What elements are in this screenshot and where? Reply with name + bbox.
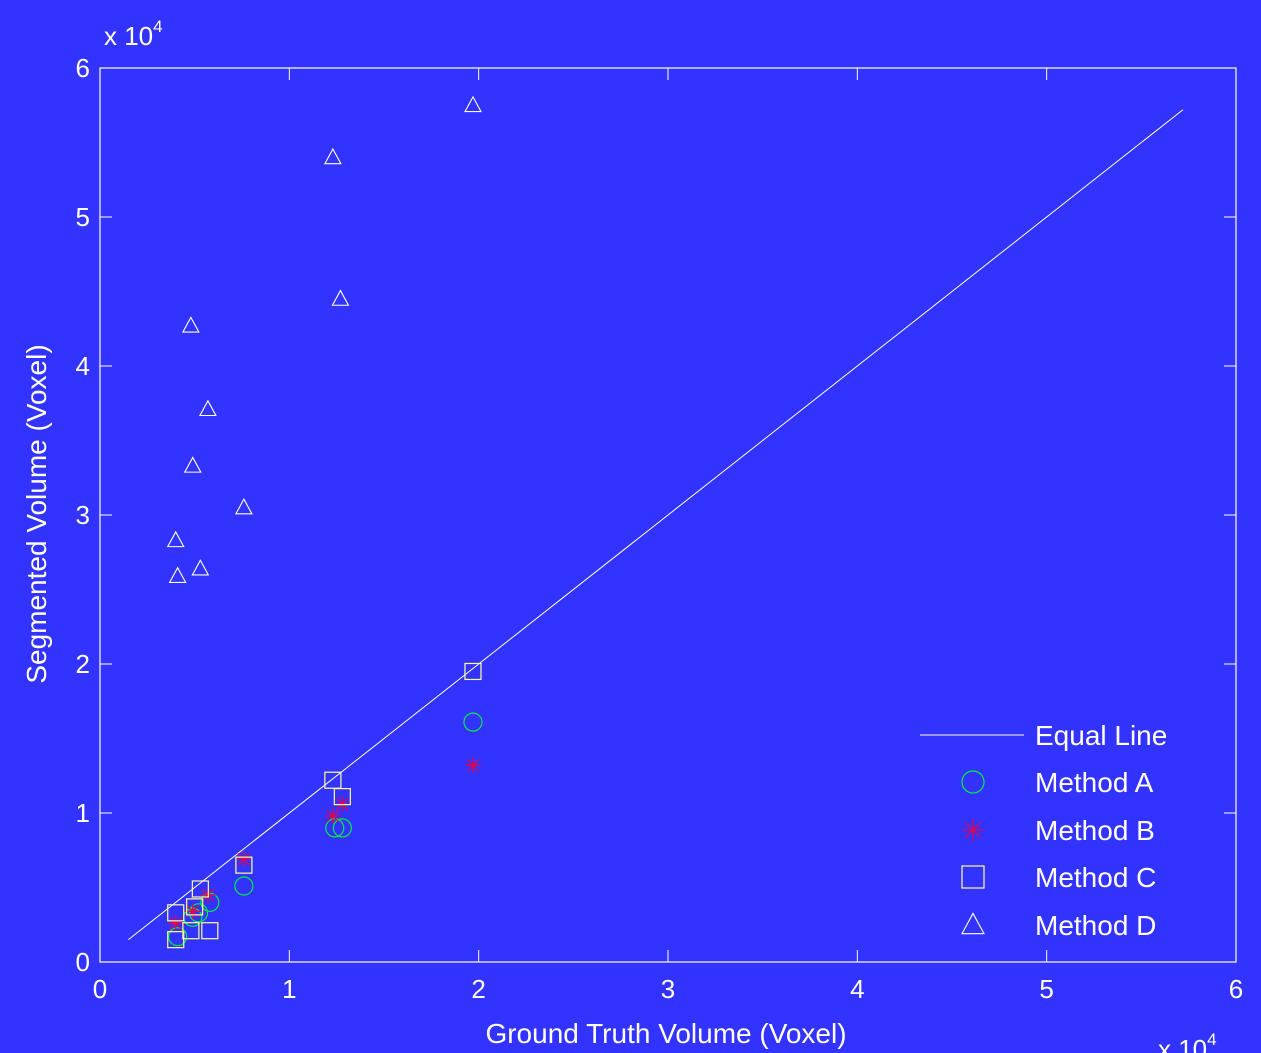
point-method-d <box>181 316 200 333</box>
point-method-c <box>186 898 204 916</box>
point-method-c <box>464 662 482 681</box>
point-method-c <box>235 856 253 874</box>
y-axis-label: Segmented Volume (Voxel) <box>21 344 52 683</box>
point-method-d <box>331 289 350 306</box>
y-tick-labels: 0 1 2 3 4 5 6 <box>76 53 90 977</box>
y-tick-label: 3 <box>76 500 90 530</box>
x-axis-multiplier: x 104 <box>1158 1030 1217 1053</box>
x-tick-label: 2 <box>471 974 485 1004</box>
point-method-c <box>167 904 185 922</box>
x-tick-label: 4 <box>850 974 864 1004</box>
point-method-a <box>332 818 352 838</box>
point-method-d <box>183 456 202 473</box>
legend-swatch-method-d <box>961 912 985 935</box>
legend-label: Method B <box>1035 815 1155 846</box>
x-axis-label: Ground Truth Volume (Voxel) <box>485 1018 846 1049</box>
y-tick-label: 1 <box>76 798 90 828</box>
point-method-b <box>324 807 341 824</box>
legend-swatch-method-a <box>961 770 985 794</box>
x-tick-label: 5 <box>1039 974 1053 1004</box>
y-tick-label: 6 <box>76 53 90 83</box>
point-method-c <box>191 880 209 898</box>
point-method-a <box>234 876 254 896</box>
point-method-c <box>324 771 342 789</box>
equal-line <box>128 109 1184 941</box>
y-axis-multiplier: x 104 <box>104 17 163 51</box>
x-tick-label: 1 <box>282 974 296 1004</box>
point-method-c <box>182 922 200 940</box>
legend-label: Equal Line <box>1035 720 1167 751</box>
x-tick-label: 6 <box>1229 974 1243 1004</box>
y-tick-label: 0 <box>76 947 90 977</box>
point-method-d <box>166 530 185 548</box>
point-method-a <box>168 927 188 947</box>
point-method-a <box>463 712 483 732</box>
point-method-c <box>167 931 185 949</box>
point-method-d <box>168 566 187 583</box>
x-tick-labels: 0 1 2 3 4 5 6 <box>93 974 1243 1004</box>
point-method-d <box>198 399 217 417</box>
point-method-d <box>464 95 482 113</box>
x-tick-label: 0 <box>93 974 107 1004</box>
point-method-b <box>464 757 481 774</box>
point-method-c <box>201 922 219 940</box>
axis-ticks <box>99 67 1237 963</box>
x-tick-label: 3 <box>661 974 675 1004</box>
legend-label: Method C <box>1035 862 1156 893</box>
point-method-c <box>333 788 351 806</box>
y-tick-label: 5 <box>76 202 90 232</box>
y-tick-label: 2 <box>76 649 90 679</box>
legend: Equal Line Method A Method B Method C Method… <box>920 720 1167 941</box>
legend-swatch-method-c <box>961 865 985 889</box>
point-method-d <box>234 497 253 515</box>
point-method-a <box>325 818 345 838</box>
point-method-b <box>167 915 184 932</box>
point-method-d <box>191 559 210 576</box>
point-method-b <box>235 851 252 868</box>
legend-swatch-method-b <box>962 819 984 841</box>
legend-label: Method A <box>1035 767 1154 798</box>
plot-area <box>128 95 1184 949</box>
point-method-a <box>188 903 209 923</box>
legend-label: Method D <box>1035 910 1156 941</box>
y-tick-label: 4 <box>76 351 90 381</box>
point-method-d <box>323 147 342 165</box>
